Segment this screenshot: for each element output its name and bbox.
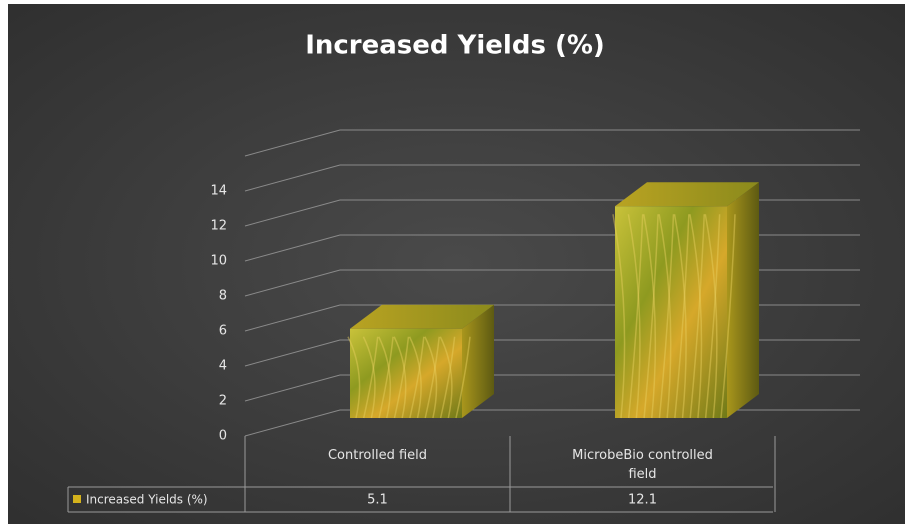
bar-texture xyxy=(612,214,626,419)
y-tick-label: 0 xyxy=(219,429,227,444)
bar-texture xyxy=(627,214,641,419)
y-tick-label: 14 xyxy=(210,184,227,199)
label-line: field xyxy=(628,467,656,482)
bar xyxy=(347,304,494,419)
bar-texture xyxy=(439,336,453,419)
bar-texture xyxy=(378,336,392,419)
bar-top xyxy=(615,182,759,207)
bar xyxy=(612,182,759,419)
bar-texture xyxy=(424,336,438,419)
bar-top xyxy=(350,304,494,329)
bar-texture xyxy=(658,214,675,419)
bar-texture xyxy=(658,214,672,419)
y-tick-label: 12 xyxy=(210,219,227,234)
table-value: 5.1 xyxy=(367,493,388,508)
y-tick-label: 10 xyxy=(210,254,227,269)
chart-title: Increased Yields (%) xyxy=(305,31,605,61)
label-line: MicrobeBio controlled xyxy=(572,448,713,463)
bar-texture xyxy=(704,214,721,419)
bar-texture xyxy=(393,336,410,419)
bar-texture xyxy=(674,214,690,419)
bar-texture xyxy=(362,336,376,419)
table-value: 12.1 xyxy=(628,493,657,508)
label-line: Controlled field xyxy=(328,448,427,463)
legend-label: Increased Yields (%) xyxy=(86,493,208,507)
bar-front xyxy=(615,206,727,418)
bar-front xyxy=(350,328,462,418)
bar-texture xyxy=(347,336,361,419)
bar-side xyxy=(462,304,494,418)
bar-texture xyxy=(643,214,659,419)
bar-texture xyxy=(673,214,687,419)
bars xyxy=(347,182,759,419)
bar-texture xyxy=(455,336,471,419)
bar-side xyxy=(727,182,759,418)
data-table: Controlled field 5.1 MicrobeBio controlled… xyxy=(67,436,776,513)
bar-texture xyxy=(704,214,718,419)
background xyxy=(8,4,905,524)
bar-texture xyxy=(362,336,379,419)
y-tick-label: 2 xyxy=(219,394,227,409)
wall-edge xyxy=(244,129,860,157)
bar-texture xyxy=(689,214,703,419)
bar-texture xyxy=(439,336,456,419)
bar-texture xyxy=(393,336,407,419)
bar-texture xyxy=(720,214,736,419)
y-tick-label: 6 xyxy=(219,324,227,339)
bar-texture xyxy=(378,336,394,419)
x-tick-label: Controlled field xyxy=(328,448,427,463)
grid-line xyxy=(244,164,860,192)
x-tick-label: MicrobeBio controlled field xyxy=(572,448,713,482)
y-tick-label: 8 xyxy=(219,289,227,304)
bar-texture xyxy=(424,336,440,419)
bar-texture xyxy=(408,336,422,419)
bar-texture xyxy=(643,214,657,419)
legend-swatch xyxy=(73,495,81,503)
bar-texture xyxy=(689,214,705,419)
bar-texture xyxy=(409,336,425,419)
y-tick-label: 4 xyxy=(219,359,227,374)
bar-texture xyxy=(627,214,644,419)
